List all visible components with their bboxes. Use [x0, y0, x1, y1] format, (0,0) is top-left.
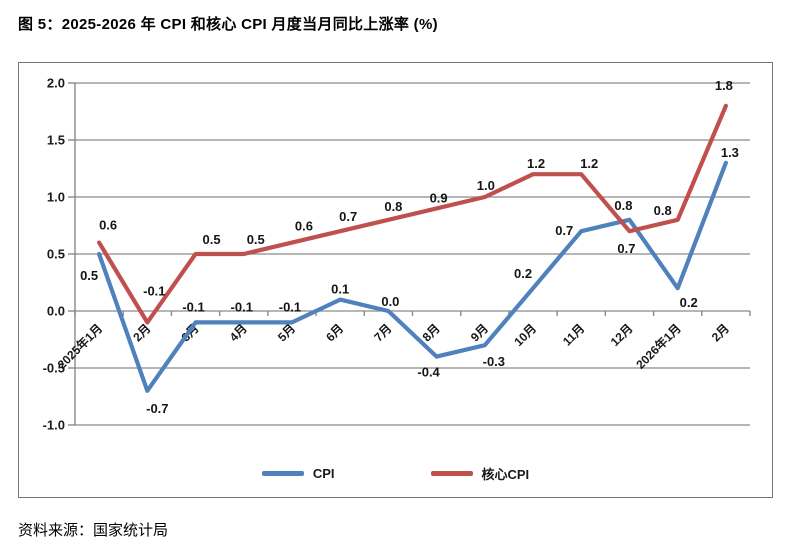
data-label: -0.4	[417, 365, 440, 380]
x-tick-label: 5月	[275, 321, 298, 344]
data-label: 0.0	[381, 294, 399, 309]
x-tick-label: 4月	[227, 321, 250, 344]
legend-item-cpi: CPI	[261, 466, 335, 481]
core-cpi-data-labels: 0.6 -0.1 0.5 0.5 0.6 0.7 0.8 0.9 1.0 1.2 1.2 0.7 0.8…	[99, 78, 733, 299]
source-note: 资料来源：国家统计局	[18, 522, 169, 539]
data-label: 0.5	[202, 232, 220, 247]
legend-item-core-cpi: 核心CPI	[430, 464, 530, 483]
x-tick-label: 10月	[511, 321, 539, 349]
data-label: -0.1	[279, 299, 301, 314]
data-label: 0.8	[654, 203, 672, 218]
data-label: -0.7	[146, 401, 168, 416]
data-label: 0.7	[339, 209, 357, 224]
y-tick-label: 0.5	[47, 247, 65, 262]
y-tick-label: 1.5	[47, 133, 65, 148]
x-tick-label: 11月	[560, 321, 587, 348]
x-tick-label: 2025年1月	[54, 321, 105, 372]
data-label: 0.1	[331, 282, 349, 297]
figure-title: 图 5：2025-2026 年 CPI 和核心 CPI 月度当月同比上涨率 (%…	[18, 16, 438, 33]
data-label: 0.8	[614, 198, 632, 213]
legend-label-core-cpi: 核心CPI	[481, 467, 530, 482]
cpi-data-labels: 0.5 -0.7 -0.1 -0.1 -0.1 0.1 0.0 -0.4 -0.3 0.2 0.7 0…	[80, 145, 739, 416]
data-label: 0.7	[617, 241, 635, 256]
legend-label-cpi: CPI	[312, 466, 335, 481]
y-tick-label: -0.5	[43, 361, 65, 376]
x-tick-label: 8月	[420, 321, 443, 344]
data-label: 0.8	[384, 199, 402, 214]
data-label: 0.5	[80, 268, 98, 283]
data-label: 0.2	[514, 266, 532, 281]
y-axis: 2.0 1.5 1.0 0.5 0.0 -0.5 -1.0	[43, 76, 76, 433]
y-tick-label: -1.0	[43, 418, 65, 433]
x-tick-label: 2026年1月	[633, 321, 684, 372]
data-label: 1.0	[477, 178, 495, 193]
x-tick-label: 12月	[608, 321, 636, 349]
data-label: 0.6	[99, 218, 117, 233]
data-label: -0.1	[182, 299, 204, 314]
data-label: 0.6	[295, 219, 313, 234]
x-tick-label: 2月	[709, 321, 732, 344]
data-label: -0.1	[143, 283, 165, 298]
data-label: 0.5	[247, 232, 265, 247]
data-label: 0.7	[555, 223, 573, 238]
data-label: 0.9	[430, 190, 448, 205]
data-label: 0.2	[680, 295, 698, 310]
data-label: 1.8	[715, 78, 733, 93]
chart-container: 2.0 1.5 1.0 0.5 0.0 -0.5 -1.0 2025年1月 2月 3月 4月 5月 6月…	[18, 62, 773, 498]
data-label: 1.2	[580, 156, 598, 171]
x-tick-label: 7月	[371, 321, 394, 344]
chart-legend: CPI 核心CPI	[19, 464, 772, 483]
data-label: -0.3	[483, 354, 505, 369]
core-cpi-line-swatch	[430, 471, 473, 476]
cpi-line-swatch	[261, 471, 304, 476]
data-label: 1.2	[527, 156, 545, 171]
y-tick-label: 1.0	[47, 190, 65, 205]
y-tick-label: 0.0	[47, 304, 65, 319]
y-tick-label: 2.0	[47, 76, 65, 91]
core-cpi-line	[97, 103, 728, 325]
data-label: 1.3	[721, 145, 739, 160]
data-label: -0.1	[231, 299, 253, 314]
gridlines	[75, 82, 750, 426]
x-tick-label: 2月	[130, 321, 153, 344]
x-tick-label: 6月	[323, 321, 346, 344]
